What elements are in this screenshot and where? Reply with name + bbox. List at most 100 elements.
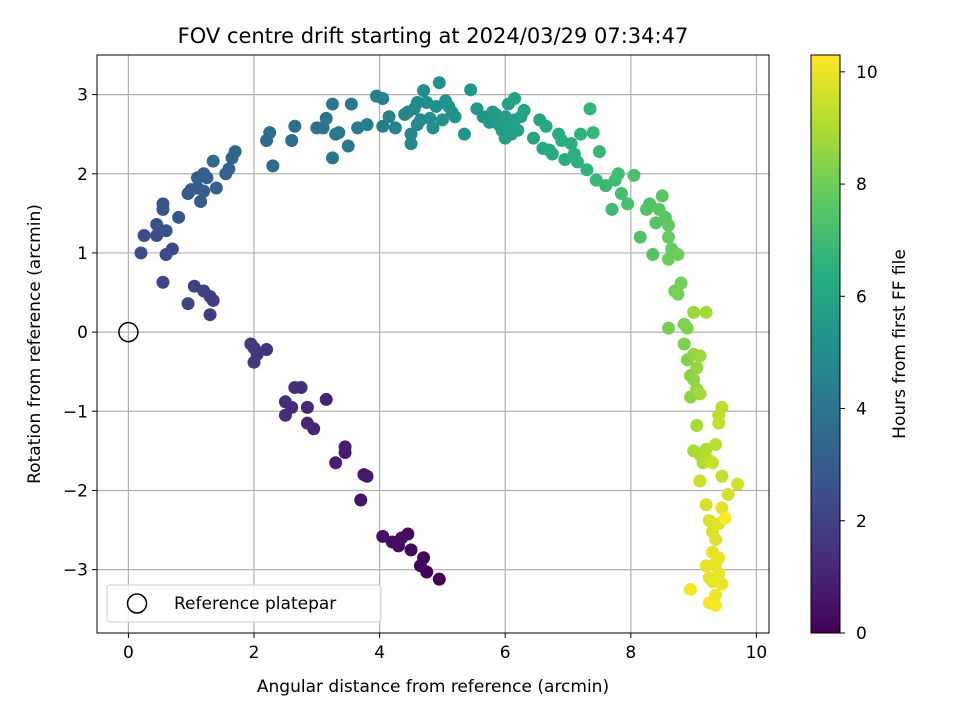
colorbar-tick-label: 2 xyxy=(856,512,867,532)
x-axis-label: Angular distance from reference (arcmin) xyxy=(257,677,609,697)
data-point xyxy=(709,438,723,452)
data-point xyxy=(228,145,242,159)
colorbar-tick-label: 6 xyxy=(856,287,867,307)
x-tick-label: 4 xyxy=(374,643,385,663)
data-point xyxy=(699,305,713,319)
data-point xyxy=(712,416,726,430)
y-tick-label: 1 xyxy=(77,244,88,264)
data-point xyxy=(341,139,355,153)
data-point xyxy=(662,321,676,335)
data-point xyxy=(611,167,625,181)
data-point xyxy=(583,102,597,116)
colorbar-tick-label: 10 xyxy=(856,63,878,83)
data-point xyxy=(344,97,358,111)
data-points xyxy=(118,76,745,612)
data-point xyxy=(662,230,676,244)
data-point xyxy=(134,246,148,260)
data-point xyxy=(354,493,368,507)
data-point xyxy=(558,153,572,167)
data-point xyxy=(457,127,471,141)
data-point xyxy=(671,248,685,262)
colorbar-tick-label: 8 xyxy=(856,175,867,195)
data-point xyxy=(677,337,691,351)
data-point xyxy=(172,210,186,224)
data-point xyxy=(300,416,314,430)
x-tick-label: 8 xyxy=(625,643,636,663)
colorbar-ticks: 0 2 4 6 8 10 xyxy=(840,63,878,644)
legend-label: Reference platepar xyxy=(174,594,336,614)
data-point xyxy=(326,97,340,111)
plot-frame xyxy=(96,54,770,634)
data-point xyxy=(263,126,277,140)
data-point xyxy=(693,349,707,363)
data-point xyxy=(731,477,745,491)
data-point xyxy=(404,543,418,557)
data-point xyxy=(200,171,214,185)
data-point xyxy=(429,99,443,113)
data-point xyxy=(564,137,578,151)
data-point xyxy=(662,218,676,232)
data-point xyxy=(300,400,314,414)
y-axis-label: Rotation from reference (arcmin) xyxy=(25,204,45,484)
data-point xyxy=(247,341,261,355)
data-point xyxy=(693,387,707,401)
data-point xyxy=(705,456,719,470)
data-point xyxy=(376,92,390,106)
data-point xyxy=(580,163,594,177)
data-point xyxy=(570,155,584,169)
data-point xyxy=(435,113,449,127)
data-point xyxy=(646,248,660,262)
data-point xyxy=(426,121,440,135)
data-point xyxy=(699,498,713,512)
data-point xyxy=(627,168,641,182)
data-point xyxy=(417,84,431,98)
data-point xyxy=(649,216,663,230)
colorbar-tick-label: 0 xyxy=(856,624,867,644)
y-tick-label: −1 xyxy=(63,402,88,422)
data-point xyxy=(137,229,151,243)
data-point xyxy=(574,127,588,141)
data-point xyxy=(288,119,302,133)
data-point xyxy=(643,197,657,211)
data-point xyxy=(360,118,374,132)
data-point xyxy=(718,511,732,525)
data-point xyxy=(599,179,613,193)
data-point xyxy=(332,126,346,140)
data-point xyxy=(159,248,173,262)
y-tick-label: −3 xyxy=(63,561,88,581)
data-point xyxy=(687,305,701,319)
data-point xyxy=(417,551,431,565)
data-point xyxy=(222,162,236,176)
data-point xyxy=(614,187,628,201)
data-point xyxy=(294,381,308,395)
data-point xyxy=(206,154,220,168)
data-point xyxy=(699,559,713,573)
data-point xyxy=(388,121,402,135)
data-point xyxy=(621,197,635,211)
data-point xyxy=(690,419,704,433)
data-point xyxy=(526,131,540,145)
data-point xyxy=(690,361,704,375)
data-point xyxy=(709,533,723,547)
data-point xyxy=(266,159,280,173)
data-point xyxy=(511,123,525,137)
y-tick-label: −2 xyxy=(63,481,88,501)
data-point xyxy=(693,474,707,488)
data-point xyxy=(545,147,559,161)
y-axis-ticks: −3 −2 −1 0 1 2 3 xyxy=(63,86,97,581)
data-point xyxy=(683,582,697,596)
data-point xyxy=(680,321,694,335)
grid-lines xyxy=(97,55,769,633)
data-point xyxy=(508,92,522,106)
x-tick-label: 10 xyxy=(746,643,768,663)
data-point xyxy=(671,287,685,301)
data-point xyxy=(329,456,343,470)
data-point xyxy=(709,598,723,612)
data-point xyxy=(712,567,726,581)
data-point xyxy=(247,355,261,369)
y-tick-label: 2 xyxy=(77,165,88,185)
data-point xyxy=(592,145,606,159)
data-point xyxy=(159,224,173,238)
data-point xyxy=(357,468,371,482)
